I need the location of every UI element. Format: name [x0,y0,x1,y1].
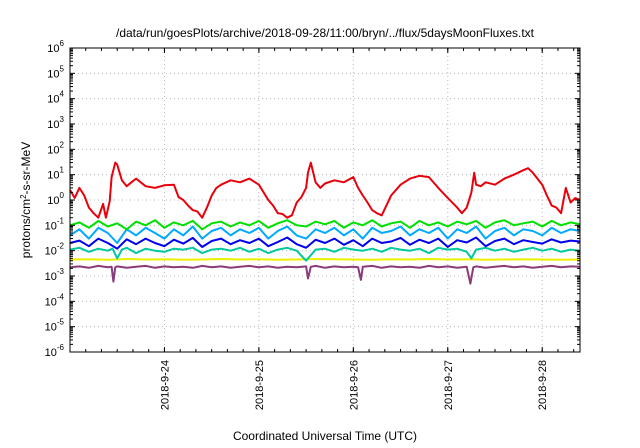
x-tick-label: 2018-9-27 [443,360,455,410]
y-tick-label: 10-6 [45,343,65,359]
series-line-6 [69,258,581,261]
y-tick-label: 104 [47,90,64,106]
y-tick-label: 10-5 [45,318,65,334]
y-tick-label: 10-4 [45,292,65,308]
series-line-2 [69,219,581,231]
series-line-4 [69,236,581,250]
series-line-5 [69,246,581,262]
grid [70,48,580,352]
series-line-3 [69,225,581,244]
y-tick-label: 10-3 [45,267,65,283]
series-group [69,161,581,285]
y-axis-label-prefix: protons/cm [19,199,33,258]
y-tick-label: 103 [47,115,64,131]
x-tick-label: 2018-9-28 [537,360,549,410]
x-axis-label: Coordinated Universal Time (UTC) [233,429,417,443]
y-tick-label: 10-2 [45,242,65,258]
series-line-1 [69,161,581,219]
x-tick-label: 2018-9-26 [348,360,360,410]
y-axis-label: protons/cm2-s-sr-MeV [19,142,34,258]
y-tick-label: 102 [47,140,64,156]
x-tick-label: 2018-9-24 [159,360,171,410]
y-tick-label: 10-1 [45,216,65,232]
x-axis: 2018-9-24 2018-9-25 2018-9-26 2018-9-27 2018… [69,48,575,410]
chart-title: /data/run/goesPlots/archive/2018-09-28/1… [116,26,535,40]
y-tick-label: 105 [47,64,64,80]
y-tick-label: 106 [47,39,64,55]
y-axis: 10-6 10-5 10-4 10-3 10-2 10-1 100 101 102 103 104 1… [45,39,580,359]
y-axis-label-suffix: -s-sr-MeV [19,142,33,195]
y-tick-label: 100 [47,191,64,207]
x-tick-label: 2018-9-25 [254,360,266,410]
y-tick-label: 101 [47,166,64,182]
y-axis-label-sup: 2 [19,194,28,199]
series-line-7 [69,264,581,285]
